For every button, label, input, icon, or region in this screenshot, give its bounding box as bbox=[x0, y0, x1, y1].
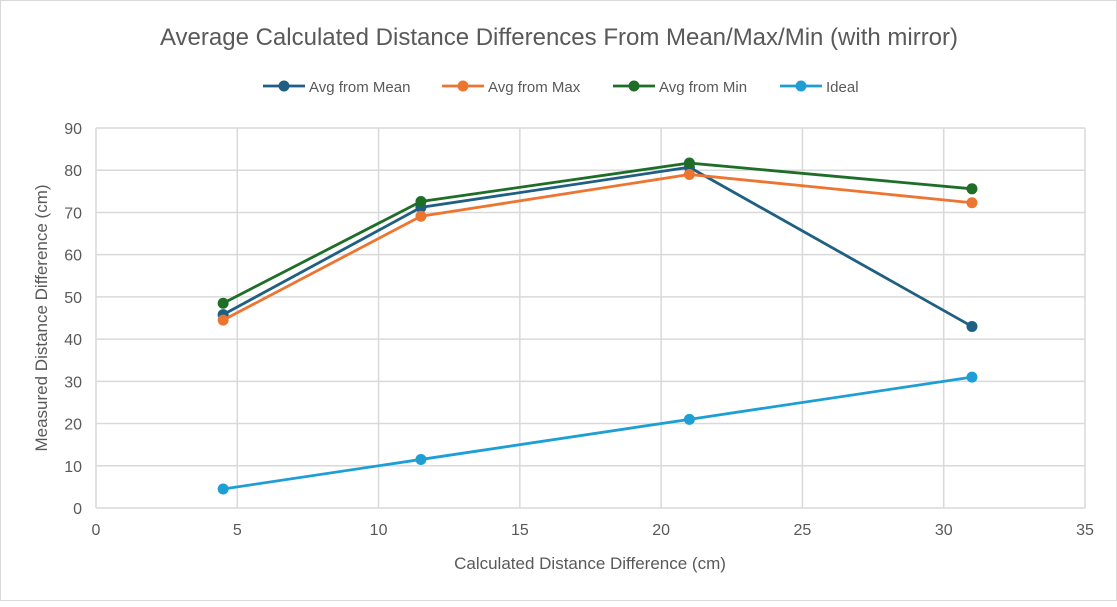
legend-item: Avg from Mean bbox=[263, 79, 410, 96]
series-avg-from-max bbox=[217, 168, 978, 326]
legend-label: Avg from Max bbox=[488, 79, 581, 96]
legend-label: Avg from Min bbox=[659, 79, 747, 96]
legend-marker bbox=[278, 80, 290, 92]
x-tick-label: 20 bbox=[652, 522, 670, 539]
series-group bbox=[217, 157, 978, 495]
x-axis-label: Calculated Distance Difference (cm) bbox=[454, 554, 726, 573]
legend-item: Ideal bbox=[780, 79, 859, 96]
y-tick-label: 40 bbox=[64, 332, 82, 349]
grid bbox=[95, 127, 1086, 509]
data-point bbox=[683, 157, 695, 169]
y-tick-label: 30 bbox=[64, 374, 82, 391]
legend-label: Avg from Mean bbox=[309, 79, 410, 96]
series-line bbox=[222, 173, 973, 322]
legend-label: Ideal bbox=[826, 79, 859, 96]
y-tick-label: 90 bbox=[64, 121, 82, 138]
data-point bbox=[966, 371, 978, 383]
y-tick-label: 60 bbox=[64, 248, 82, 265]
x-tick-label: 15 bbox=[511, 522, 529, 539]
legend-item: Avg from Min bbox=[613, 79, 747, 96]
data-point bbox=[966, 183, 978, 195]
data-point bbox=[217, 314, 229, 326]
series-avg-from-min bbox=[217, 157, 978, 309]
legend-marker bbox=[457, 80, 469, 92]
y-tick-label: 80 bbox=[64, 163, 82, 180]
x-tick-label: 30 bbox=[935, 522, 953, 539]
legend-marker bbox=[795, 80, 807, 92]
y-tick-label: 70 bbox=[64, 205, 82, 222]
data-point bbox=[415, 195, 427, 207]
y-axis-label: Measured Distance Difference (cm) bbox=[32, 184, 51, 451]
x-tick-label: 10 bbox=[370, 522, 388, 539]
data-point bbox=[217, 297, 229, 309]
data-point bbox=[966, 320, 978, 332]
x-tick-label: 0 bbox=[92, 522, 101, 539]
y-tick-label: 20 bbox=[64, 417, 82, 434]
x-tick-label: 25 bbox=[794, 522, 812, 539]
y-tick-label: 0 bbox=[73, 501, 82, 518]
y-tick-label: 10 bbox=[64, 459, 82, 476]
legend: Avg from Mean Avg from Max Avg from Min Ide… bbox=[263, 79, 859, 96]
x-tick-label: 5 bbox=[233, 522, 242, 539]
tick-labels: 0 10 20 30 40 50 60 70 80 90 0 5 10 15 20 25 30 35 bbox=[64, 121, 1094, 539]
data-point bbox=[683, 168, 695, 180]
chart-title: Average Calculated Distance Differences … bbox=[160, 24, 958, 51]
y-tick-label: 50 bbox=[64, 290, 82, 307]
legend-marker bbox=[628, 80, 640, 92]
data-point bbox=[966, 197, 978, 209]
data-point bbox=[683, 413, 695, 425]
series-line bbox=[222, 161, 973, 305]
series-line bbox=[222, 375, 973, 491]
data-point bbox=[415, 210, 427, 222]
data-point bbox=[415, 453, 427, 465]
series-line bbox=[222, 165, 973, 328]
data-point bbox=[217, 483, 229, 495]
legend-item: Avg from Max bbox=[442, 79, 581, 96]
x-tick-label: 35 bbox=[1076, 522, 1094, 539]
series-ideal bbox=[217, 371, 978, 495]
